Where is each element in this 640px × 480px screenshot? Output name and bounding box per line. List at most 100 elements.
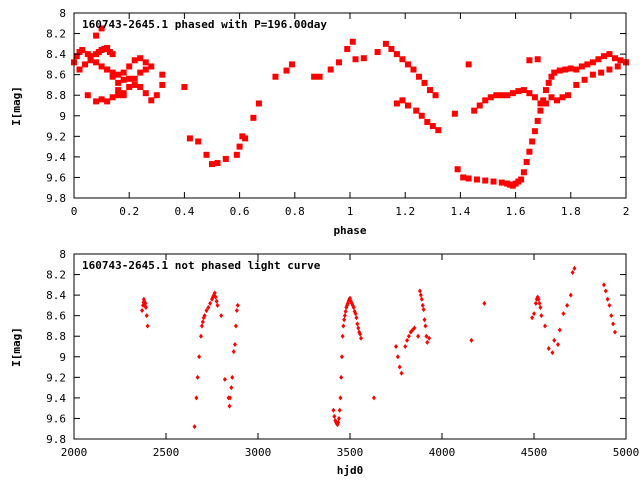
phased-data-point bbox=[87, 53, 94, 60]
unphased-data-point bbox=[355, 321, 360, 327]
phased-data-point bbox=[153, 92, 160, 99]
phased-x-tick-label: 0.8 bbox=[285, 205, 305, 218]
phased-data-point bbox=[465, 175, 472, 182]
phased-data-point bbox=[482, 177, 489, 184]
unphased-data-point bbox=[397, 364, 402, 370]
unphased-data-point bbox=[215, 302, 220, 308]
phased-data-point bbox=[548, 73, 555, 80]
phased-y-ticks: 8 8.2 8.4 8.6 8.8 9 9.2 9.4 9.6 9.8 bbox=[46, 7, 626, 205]
unphased-data-point bbox=[422, 317, 427, 323]
unphased-data-point bbox=[230, 374, 235, 380]
unphased-data-point bbox=[538, 304, 543, 310]
phased-x-tick-label: 0.4 bbox=[174, 205, 194, 218]
unphased-y-tick-label: 8 bbox=[59, 248, 66, 261]
unphased-chart-title: 160743-2645.1 not phased light curve bbox=[82, 259, 321, 272]
unphased-data-point bbox=[340, 333, 345, 339]
phased-data-point bbox=[148, 97, 155, 104]
phased-data-point bbox=[504, 92, 511, 99]
unphased-data-point bbox=[543, 323, 548, 329]
unphased-y-tick-label: 8.2 bbox=[46, 269, 66, 282]
phased-data-point bbox=[255, 100, 262, 107]
unphased-data-point bbox=[403, 344, 408, 349]
phased-data-point bbox=[399, 97, 406, 104]
unphased-data-point bbox=[208, 300, 213, 306]
unphased-y-tick-label: 8.4 bbox=[46, 289, 66, 302]
unphased-data-point bbox=[338, 395, 343, 401]
phased-data-point bbox=[148, 63, 155, 70]
phased-data-point bbox=[545, 79, 552, 86]
phased-data-point bbox=[556, 67, 563, 74]
phased-data-point bbox=[76, 66, 83, 73]
phased-data-point bbox=[233, 151, 240, 158]
phased-data-point bbox=[109, 51, 116, 58]
unphased-data-point bbox=[195, 374, 200, 380]
unphased-y-tick-label: 9 bbox=[59, 351, 66, 364]
phased-data-point bbox=[410, 66, 417, 73]
unphased-y-axis-label: I[mag] bbox=[10, 327, 23, 367]
phased-data-point bbox=[335, 59, 342, 66]
unphased-data-point bbox=[343, 309, 348, 315]
phased-data-point bbox=[120, 92, 127, 99]
unphased-data-point bbox=[204, 308, 209, 314]
phased-data-point bbox=[435, 127, 442, 134]
phased-data-point bbox=[611, 55, 618, 62]
phased-x-tick-label: 1 bbox=[347, 205, 354, 218]
unphased-data-point bbox=[214, 298, 219, 304]
phased-data-point bbox=[104, 66, 111, 73]
phased-data-point bbox=[540, 97, 547, 104]
phased-data-point bbox=[471, 107, 478, 114]
phased-data-point bbox=[542, 100, 549, 107]
phased-data-point bbox=[98, 25, 105, 32]
phased-data-point bbox=[344, 45, 351, 52]
phased-y-tick-label: 9.6 bbox=[46, 171, 66, 184]
unphased-data-point bbox=[532, 311, 536, 317]
phased-data-point bbox=[617, 57, 624, 64]
phased-data-point bbox=[236, 143, 243, 150]
phased-data-point bbox=[115, 79, 122, 86]
unphased-data-point bbox=[530, 315, 535, 321]
unphased-data-point bbox=[399, 370, 404, 376]
phased-data-point bbox=[393, 51, 400, 58]
unphased-data-point bbox=[611, 321, 616, 327]
phased-data-point bbox=[126, 63, 133, 70]
phased-y-tick-label: 8.2 bbox=[46, 28, 66, 41]
unphased-y-tick-label: 9.8 bbox=[46, 433, 66, 446]
unphased-data-point bbox=[612, 329, 617, 335]
unphased-x-tick-label: 3000 bbox=[245, 446, 272, 459]
phased-y-tick-label: 8 bbox=[59, 7, 66, 20]
unphased-data-point bbox=[228, 395, 233, 401]
phased-data-point bbox=[242, 135, 249, 142]
phased-data-point bbox=[382, 40, 389, 47]
phased-data-point bbox=[316, 73, 323, 80]
unphased-x-tick-label: 2500 bbox=[153, 446, 180, 459]
unphased-data-point bbox=[609, 313, 614, 319]
unphased-data-point bbox=[353, 311, 358, 317]
phased-data-point bbox=[283, 67, 290, 74]
unphased-data-point bbox=[229, 385, 234, 391]
phased-data-point bbox=[98, 63, 105, 70]
unphased-data-point bbox=[197, 354, 202, 360]
phased-data-point bbox=[418, 112, 425, 119]
unphased-data-point bbox=[336, 415, 341, 421]
phased-data-point bbox=[311, 73, 318, 80]
phased-data-points bbox=[71, 25, 629, 189]
phased-y-tick-label: 8.8 bbox=[46, 89, 66, 102]
phased-data-point bbox=[606, 51, 613, 58]
unphased-data-point bbox=[418, 292, 423, 298]
unphased-data-point bbox=[557, 327, 562, 333]
unphased-data-point bbox=[145, 323, 150, 329]
unphased-data-point bbox=[555, 341, 560, 347]
phased-y-tick-label: 8.6 bbox=[46, 69, 66, 82]
phased-data-point bbox=[104, 98, 111, 105]
phased-data-point bbox=[614, 63, 621, 70]
unphased-data-point bbox=[331, 407, 336, 413]
phased-data-point bbox=[131, 81, 138, 88]
unphased-y-tick-label: 9.2 bbox=[46, 371, 66, 384]
phased-data-point bbox=[520, 87, 527, 94]
phased-data-point bbox=[98, 96, 105, 103]
phased-x-tick-label: 1.6 bbox=[506, 205, 526, 218]
unphased-data-point bbox=[212, 290, 217, 296]
unphased-x-tick-label: 4500 bbox=[521, 446, 548, 459]
phased-data-point bbox=[159, 81, 166, 88]
